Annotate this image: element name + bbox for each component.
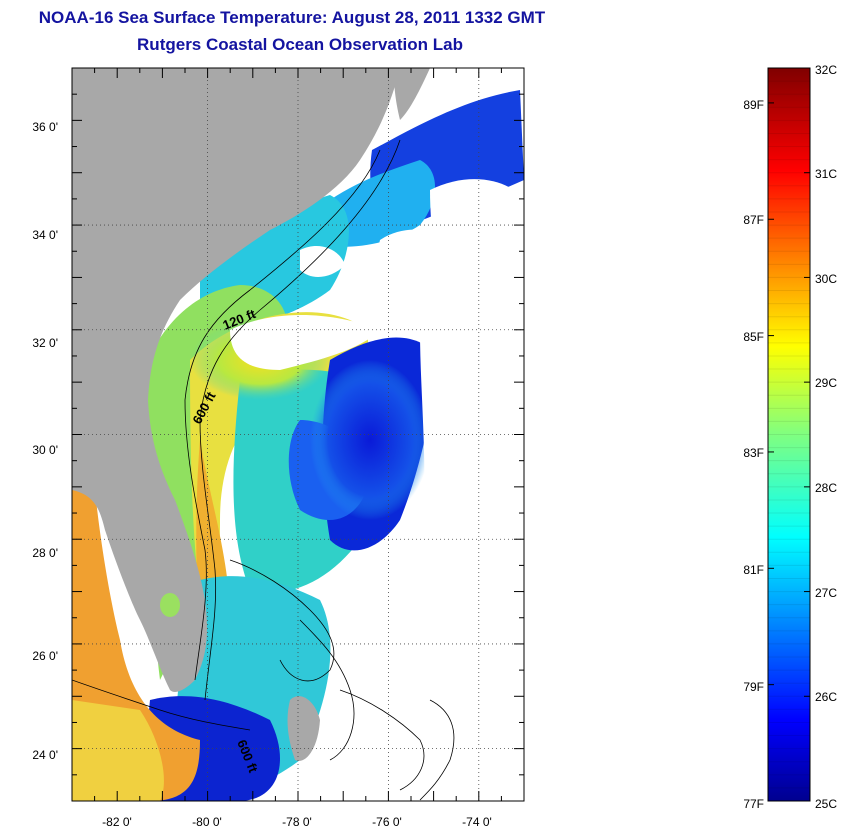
colorbar-fahrenheit-labels: 89F 87F 85F 83F 81F 79F 77F: [743, 98, 764, 811]
lat-tick-label: 36 0': [32, 120, 58, 134]
sst-field: [72, 90, 524, 801]
lon-tick-label: -82 0': [102, 815, 132, 829]
fahrenheit-label: 83F: [743, 446, 764, 460]
lat-tick-label: 28 0': [32, 546, 58, 560]
longitude-axis: -82 0' -80 0' -78 0' -76 0' -74 0': [102, 815, 492, 829]
fahrenheit-label: 89F: [743, 98, 764, 112]
fahrenheit-label: 81F: [743, 563, 764, 577]
celsius-label: 29C: [815, 376, 837, 390]
fahrenheit-label: 85F: [743, 330, 764, 344]
fahrenheit-label: 87F: [743, 213, 764, 227]
axis-ticks: [71, 67, 525, 802]
fahrenheit-label: 77F: [743, 797, 764, 811]
colorbar-ticks: [768, 67, 810, 802]
lat-tick-label: 24 0': [32, 748, 58, 762]
colorbar-gradient: [768, 68, 810, 801]
colorbar-bands: [768, 67, 810, 802]
graticule: [72, 68, 524, 801]
celsius-label: 27C: [815, 586, 837, 600]
celsius-label: 31C: [815, 167, 837, 181]
lon-tick-label: -74 0': [462, 815, 492, 829]
lon-tick-label: -80 0': [192, 815, 222, 829]
map-subtitle: Rutgers Coastal Ocean Observation Lab: [137, 35, 463, 54]
lat-tick-label: 26 0': [32, 649, 58, 663]
colorbar-celsius-labels: 32C 31C 30C 29C 28C 27C 26C 25C: [815, 63, 837, 811]
land: [72, 68, 430, 761]
latitude-axis: 36 0' 34 0' 32 0' 30 0' 28 0' 26 0' 24 0…: [32, 120, 58, 762]
cloud-patches: [230, 179, 524, 801]
colorbar-frame: [767, 67, 811, 802]
lon-tick-label: -76 0': [372, 815, 402, 829]
celsius-label: 32C: [815, 63, 837, 77]
celsius-label: 25C: [815, 797, 837, 811]
map-title: NOAA-16 Sea Surface Temperature: August …: [38, 8, 546, 27]
fahrenheit-label: 79F: [743, 680, 764, 694]
lat-tick-label: 34 0': [32, 228, 58, 242]
map-plot-area: [72, 68, 524, 801]
celsius-label: 30C: [815, 272, 837, 286]
celsius-label: 28C: [815, 481, 837, 495]
lat-tick-label: 30 0': [32, 443, 58, 457]
bathymetry-contours: [72, 139, 455, 801]
lon-tick-label: -78 0': [282, 815, 312, 829]
colorbar: 89F 87F 85F 83F 81F 79F 77F 32C 31C 30C …: [743, 63, 837, 811]
celsius-label: 26C: [815, 690, 837, 704]
lat-tick-label: 32 0': [32, 336, 58, 350]
